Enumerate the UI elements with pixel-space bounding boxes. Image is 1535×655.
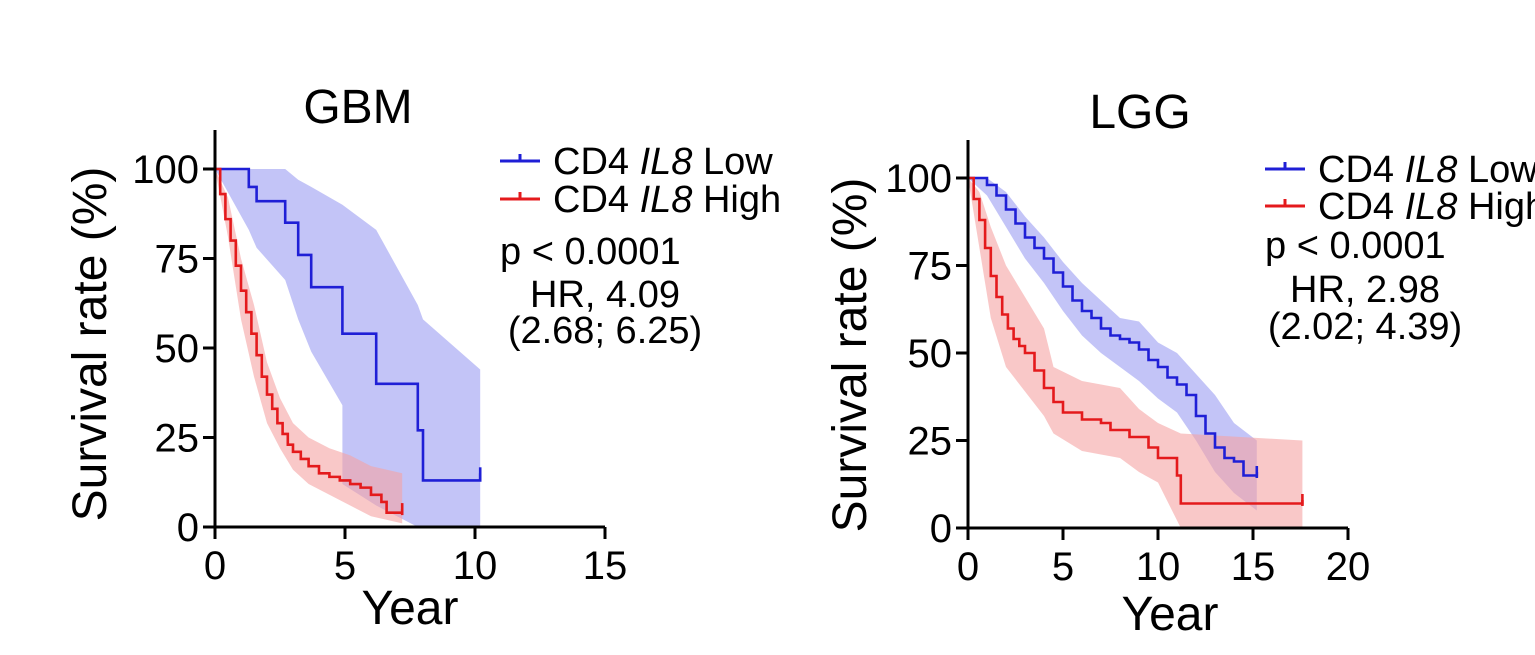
hazard-ratio: HR, 2.98 — [1290, 269, 1440, 311]
chart-title: GBM — [303, 81, 412, 134]
confidence-interval: (2.02; 4.39) — [1268, 306, 1462, 348]
plot-area — [968, 176, 1304, 528]
x-tick-label: 15 — [1231, 545, 1276, 589]
x-tick-label: 15 — [583, 544, 628, 588]
y-tick-label: 50 — [908, 332, 953, 376]
ci-band-high — [968, 178, 1303, 528]
y-tick-label: 25 — [155, 417, 200, 461]
x-axis-label: Year — [362, 582, 459, 635]
legend-label-high: CD4 IL8 High — [1318, 186, 1535, 228]
legend-label-high: CD4 IL8 High — [553, 179, 781, 221]
survival-curve-high — [968, 176, 1304, 505]
plot-area — [215, 167, 482, 527]
survival-curve-low — [968, 176, 1259, 477]
x-tick-label: 5 — [334, 544, 356, 588]
x-tick-label: 5 — [1052, 545, 1074, 589]
x-axis-label: Year — [1122, 588, 1219, 641]
ci-band-high — [215, 169, 403, 524]
hazard-ratio: HR, 4.09 — [530, 274, 680, 316]
y-tick-label: 0 — [930, 507, 952, 551]
y-tick-label: 75 — [908, 245, 953, 289]
x-tick-label: 0 — [204, 544, 226, 588]
legend-label-low: CD4 IL8 Low — [1318, 149, 1535, 191]
axis-ticks: 0 25 50 75 100 0 5 10 15 — [132, 148, 627, 588]
chart-lgg: LGG Survival rate (%) Year 0 25 50 75 100 0 5 1… — [824, 86, 1535, 641]
legend: CD4 IL8 Low CD4 IL8 High — [1265, 149, 1535, 228]
y-axis-label: Survival rate (%) — [64, 167, 117, 522]
chart-title: LGG — [1089, 86, 1190, 139]
x-tick-label: 10 — [1136, 545, 1181, 589]
x-tick-label: 0 — [957, 545, 979, 589]
p-value: p < 0.0001 — [1265, 225, 1446, 267]
survival-curve-high — [215, 167, 404, 514]
y-axis-label: Survival rate (%) — [824, 178, 877, 533]
confidence-interval: (2.68; 6.25) — [508, 310, 702, 352]
ci-band-low — [215, 169, 481, 527]
y-tick-label: 0 — [177, 506, 199, 550]
x-tick-label: 10 — [453, 544, 498, 588]
y-tick-label: 75 — [155, 238, 200, 282]
y-tick-label: 50 — [155, 327, 200, 371]
y-tick-label: 100 — [132, 148, 199, 192]
y-tick-label: 25 — [908, 420, 953, 464]
chart-gbm: GBM Survival rate (%) Year 0 25 50 75 100 0 5 1… — [64, 81, 781, 635]
y-tick-label: 100 — [885, 157, 952, 201]
p-value: p < 0.0001 — [500, 231, 681, 273]
legend: CD4 IL8 Low CD4 IL8 High — [500, 141, 781, 221]
x-tick-label: 20 — [1326, 545, 1371, 589]
legend-label-low: CD4 IL8 Low — [553, 141, 773, 183]
axis-ticks: 0 25 50 75 100 0 5 10 15 20 — [885, 157, 1370, 589]
ci-band-low — [968, 178, 1257, 511]
survival-curve-low — [215, 167, 482, 482]
